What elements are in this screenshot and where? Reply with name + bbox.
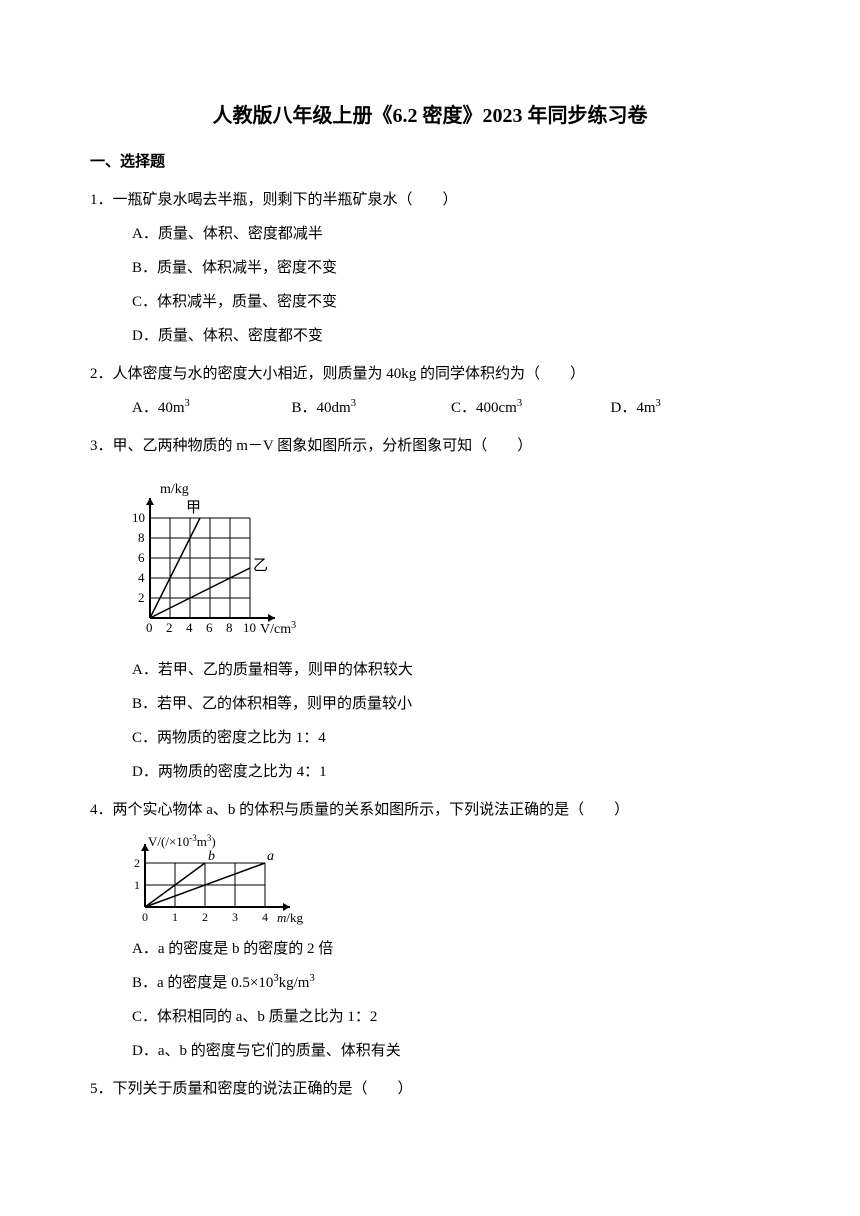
svg-text:a: a: [267, 849, 274, 864]
q1-stem: 1．一瓶矿泉水喝去半瓶，则剩下的半瓶矿泉水（ ）: [90, 188, 770, 212]
question-3: 3．甲、乙两种物质的 m－V 图象如图所示，分析图象可知（ ）: [90, 434, 770, 784]
q3-option-d: D．两物质的密度之比为 4：1: [132, 760, 770, 784]
q2-stem: 2．人体密度与水的密度大小相近，则质量为 40kg 的同学体积约为（ ）: [90, 362, 770, 386]
q1-option-b: B．质量、体积减半，密度不变: [132, 256, 770, 280]
svg-text:m/kg: m/kg: [277, 910, 304, 925]
svg-text:1: 1: [134, 878, 140, 892]
svg-text:4: 4: [138, 570, 145, 585]
q2-option-a: A．40m3: [132, 396, 292, 420]
q2-option-b: B．40dm3: [292, 396, 452, 420]
svg-text:b: b: [208, 849, 215, 864]
q4-option-d: D．a、b 的密度与它们的质量、体积有关: [132, 1039, 770, 1063]
svg-text:2: 2: [134, 856, 140, 870]
q1-option-d: D．质量、体积、密度都不变: [132, 324, 770, 348]
q2-option-d: D．4m3: [611, 396, 771, 420]
svg-text:8: 8: [226, 620, 233, 635]
q5-stem: 5．下列关于质量和密度的说法正确的是（ ）: [90, 1077, 770, 1101]
svg-text:4: 4: [262, 910, 268, 924]
svg-text:3: 3: [232, 910, 238, 924]
svg-text:10: 10: [243, 620, 256, 635]
question-1: 1．一瓶矿泉水喝去半瓶，则剩下的半瓶矿泉水（ ） A．质量、体积、密度都减半 B…: [90, 188, 770, 348]
svg-text:2: 2: [166, 620, 173, 635]
question-4: 4．两个实心物体 a、b 的体积与质量的关系如图所示，下列说法正确的是（ ）: [90, 798, 770, 1063]
question-2: 2．人体密度与水的密度大小相近，则质量为 40kg 的同学体积约为（ ） A．4…: [90, 362, 770, 420]
q1-option-a: A．质量、体积、密度都减半: [132, 222, 770, 246]
q3-chart: m/kg V/cm3 甲 乙 0 2 4 6 8 10 2 4 6 8 10: [110, 468, 770, 648]
svg-text:乙: 乙: [253, 558, 268, 574]
svg-text:m/kg: m/kg: [160, 482, 189, 497]
q2-option-c: C．400cm3: [451, 396, 611, 420]
page-title: 人教版八年级上册《6.2 密度》2023 年同步练习卷: [90, 100, 770, 132]
q3-stem: 3．甲、乙两种物质的 m－V 图象如图所示，分析图象可知（ ）: [90, 434, 770, 458]
section-header: 一、选择题: [90, 150, 770, 174]
svg-text:V/cm3: V/cm3: [260, 620, 296, 638]
svg-text:6: 6: [206, 620, 213, 635]
svg-text:2: 2: [202, 910, 208, 924]
q3-option-a: A．若甲、乙的质量相等，则甲的体积较大: [132, 658, 770, 682]
svg-text:0: 0: [146, 620, 153, 635]
q4-chart: V/(/×10-3m3) m/kg b a 0 1 2 3 4 1 2: [110, 832, 770, 927]
q3-option-c: C．两物质的密度之比为 1：4: [132, 726, 770, 750]
q3-option-b: B．若甲、乙的体积相等，则甲的质量较小: [132, 692, 770, 716]
svg-text:2: 2: [138, 590, 145, 605]
svg-text:1: 1: [172, 910, 178, 924]
q4-option-a: A．a 的密度是 b 的密度的 2 倍: [132, 937, 770, 961]
q4-stem: 4．两个实心物体 a、b 的体积与质量的关系如图所示，下列说法正确的是（ ）: [90, 798, 770, 822]
svg-text:6: 6: [138, 550, 145, 565]
svg-text:甲: 甲: [186, 500, 201, 516]
svg-text:V/(/×10-3m3): V/(/×10-3m3): [148, 833, 216, 849]
q4-option-c: C．体积相同的 a、b 质量之比为 1：2: [132, 1005, 770, 1029]
svg-text:0: 0: [142, 910, 148, 924]
q1-option-c: C．体积减半，质量、密度不变: [132, 290, 770, 314]
svg-text:10: 10: [132, 510, 145, 525]
svg-text:4: 4: [186, 620, 193, 635]
svg-text:8: 8: [138, 530, 145, 545]
question-5: 5．下列关于质量和密度的说法正确的是（ ）: [90, 1077, 770, 1101]
q4-option-b: B．a 的密度是 0.5×103kg/m3: [132, 971, 770, 995]
